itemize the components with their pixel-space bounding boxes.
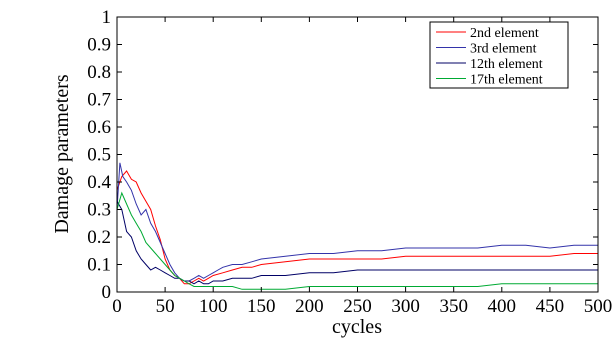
y-tick-label: 0.9 [87, 35, 111, 56]
x-tick-label: 150 [247, 296, 276, 317]
y-tick-label: 0.6 [87, 117, 111, 138]
series-line-4 [116, 191, 598, 290]
legend-label-2: 3rd element [470, 42, 537, 57]
legend-label-3: 12th element [470, 57, 543, 72]
x-tick-label: 400 [488, 296, 517, 317]
x-tick-label: 250 [343, 296, 372, 317]
y-tick-label: 0.7 [87, 90, 111, 111]
x-tick-label: 350 [439, 296, 468, 317]
x-tick-label: 500 [584, 296, 612, 317]
y-tick-label: 0.2 [87, 227, 111, 248]
plot-area [116, 162, 598, 290]
y-axis-title: Damage parameters [51, 74, 73, 234]
legend-label-4: 17th element [470, 73, 543, 88]
x-axis-title: cycles [332, 316, 382, 338]
x-tick-label: 200 [295, 296, 324, 317]
y-tick-label: 0.5 [87, 145, 111, 166]
x-tick-label: 50 [156, 296, 175, 317]
y-tick-label: 0.1 [87, 255, 111, 276]
x-tick-label: 0 [112, 296, 122, 317]
series-line-3 [116, 201, 598, 285]
y-tick-label: 0.8 [87, 62, 111, 83]
y-tick-label: 0 [102, 282, 112, 303]
legend-box [429, 21, 569, 89]
x-tick-label: 100 [199, 296, 228, 317]
y-tick-label: 0.4 [87, 172, 111, 193]
y-tick-label: 0.3 [87, 200, 111, 221]
legend-label-1: 2nd element [470, 26, 539, 41]
series-line-2 [116, 162, 598, 282]
x-tick-label: 300 [391, 296, 420, 317]
y-tick-label: 1 [102, 7, 112, 28]
axes: 0 50 100 150 200 250 300 350 400 450 50000.10.20.3… [87, 7, 612, 317]
series-line-1 [116, 170, 598, 285]
x-tick-label: 450 [536, 296, 565, 317]
